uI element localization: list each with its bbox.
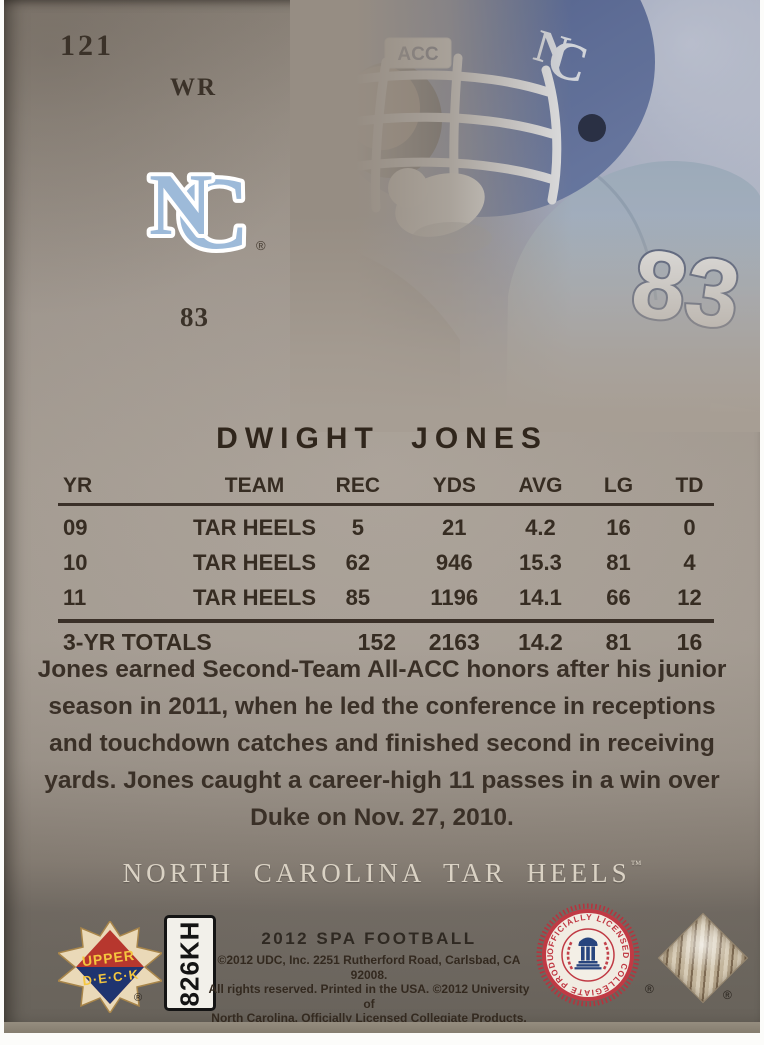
laurel-wreath — [566, 940, 610, 970]
stats-table: YR TEAM REC YDS AVG LG TD 09 TAR HEELS 5… — [58, 474, 714, 656]
svg-text:D·E·C·K: D·E·C·K — [82, 967, 140, 989]
old-well-column-icon — [574, 937, 602, 970]
stats-row: 11 TAR HEELS 85 1196 14.1 66 12 — [63, 585, 702, 610]
svg-text:N: N — [149, 157, 213, 254]
copyright-line: ©2012 UDC, Inc. 2251 Rutherford Road, Ca… — [217, 953, 521, 982]
svg-text:C: C — [175, 156, 250, 270]
serial-sticker: 826KH — [164, 915, 216, 1011]
stats-row: 09 TAR HEELS 5 21 4.2 16 0 — [63, 515, 696, 540]
card-number: 121 — [60, 29, 114, 62]
player-position: WR — [170, 74, 218, 101]
stats-header-row: YR TEAM REC YDS AVG LG TD — [58, 474, 714, 506]
player-photo: 83 N C ACC — [290, 0, 760, 432]
copyright-line: North Carolina. Officially Licensed Coll… — [211, 1011, 527, 1022]
registered-mark: ® — [256, 238, 266, 253]
photo-fade-bottom — [290, 0, 760, 432]
stats-row: 10 TAR HEELS 62 946 15.3 81 4 — [63, 550, 696, 575]
bio-text: Jones earned Second-Team All-ACC honors … — [37, 656, 727, 831]
card-bottom-edge — [4, 1022, 760, 1033]
svg-text:UPPER: UPPER — [81, 947, 136, 969]
nc-interlock-logo-icon: C N — [145, 152, 254, 270]
registered-mark: ® — [723, 988, 732, 1002]
upper-deck-logo-icon: UPPER D·E·C·K — [58, 921, 162, 1013]
jersey-number: 83 — [180, 302, 209, 332]
copyright-line: All rights reserved. Printed in the USA.… — [208, 982, 530, 1011]
collegiate-license-seal-icon: OFFICIALLY LICENSED COLLEGIATE PRODUCTS — [536, 903, 640, 1007]
player-name: DWIGHT JONES — [216, 422, 548, 455]
team-name: NORTH CAROLINA TAR HEELS™ — [122, 858, 642, 888]
trademark-mark: ™ — [630, 859, 642, 871]
footer-text: 2012 SPA FOOTBALL ©2012 UDC, Inc. 2251 R… — [202, 929, 536, 1022]
trading-card-back: 83 N C ACC — [4, 0, 760, 1022]
registered-mark: ® — [134, 992, 143, 1004]
serial-number: 826KH — [174, 920, 205, 1006]
hologram-diamond-icon — [656, 912, 749, 1004]
product-title: 2012 SPA FOOTBALL — [261, 929, 477, 948]
registered-mark: ® — [645, 982, 654, 996]
stats-totals-row: 3-YR TOTALS 152 2163 14.2 81 16 — [58, 619, 714, 656]
